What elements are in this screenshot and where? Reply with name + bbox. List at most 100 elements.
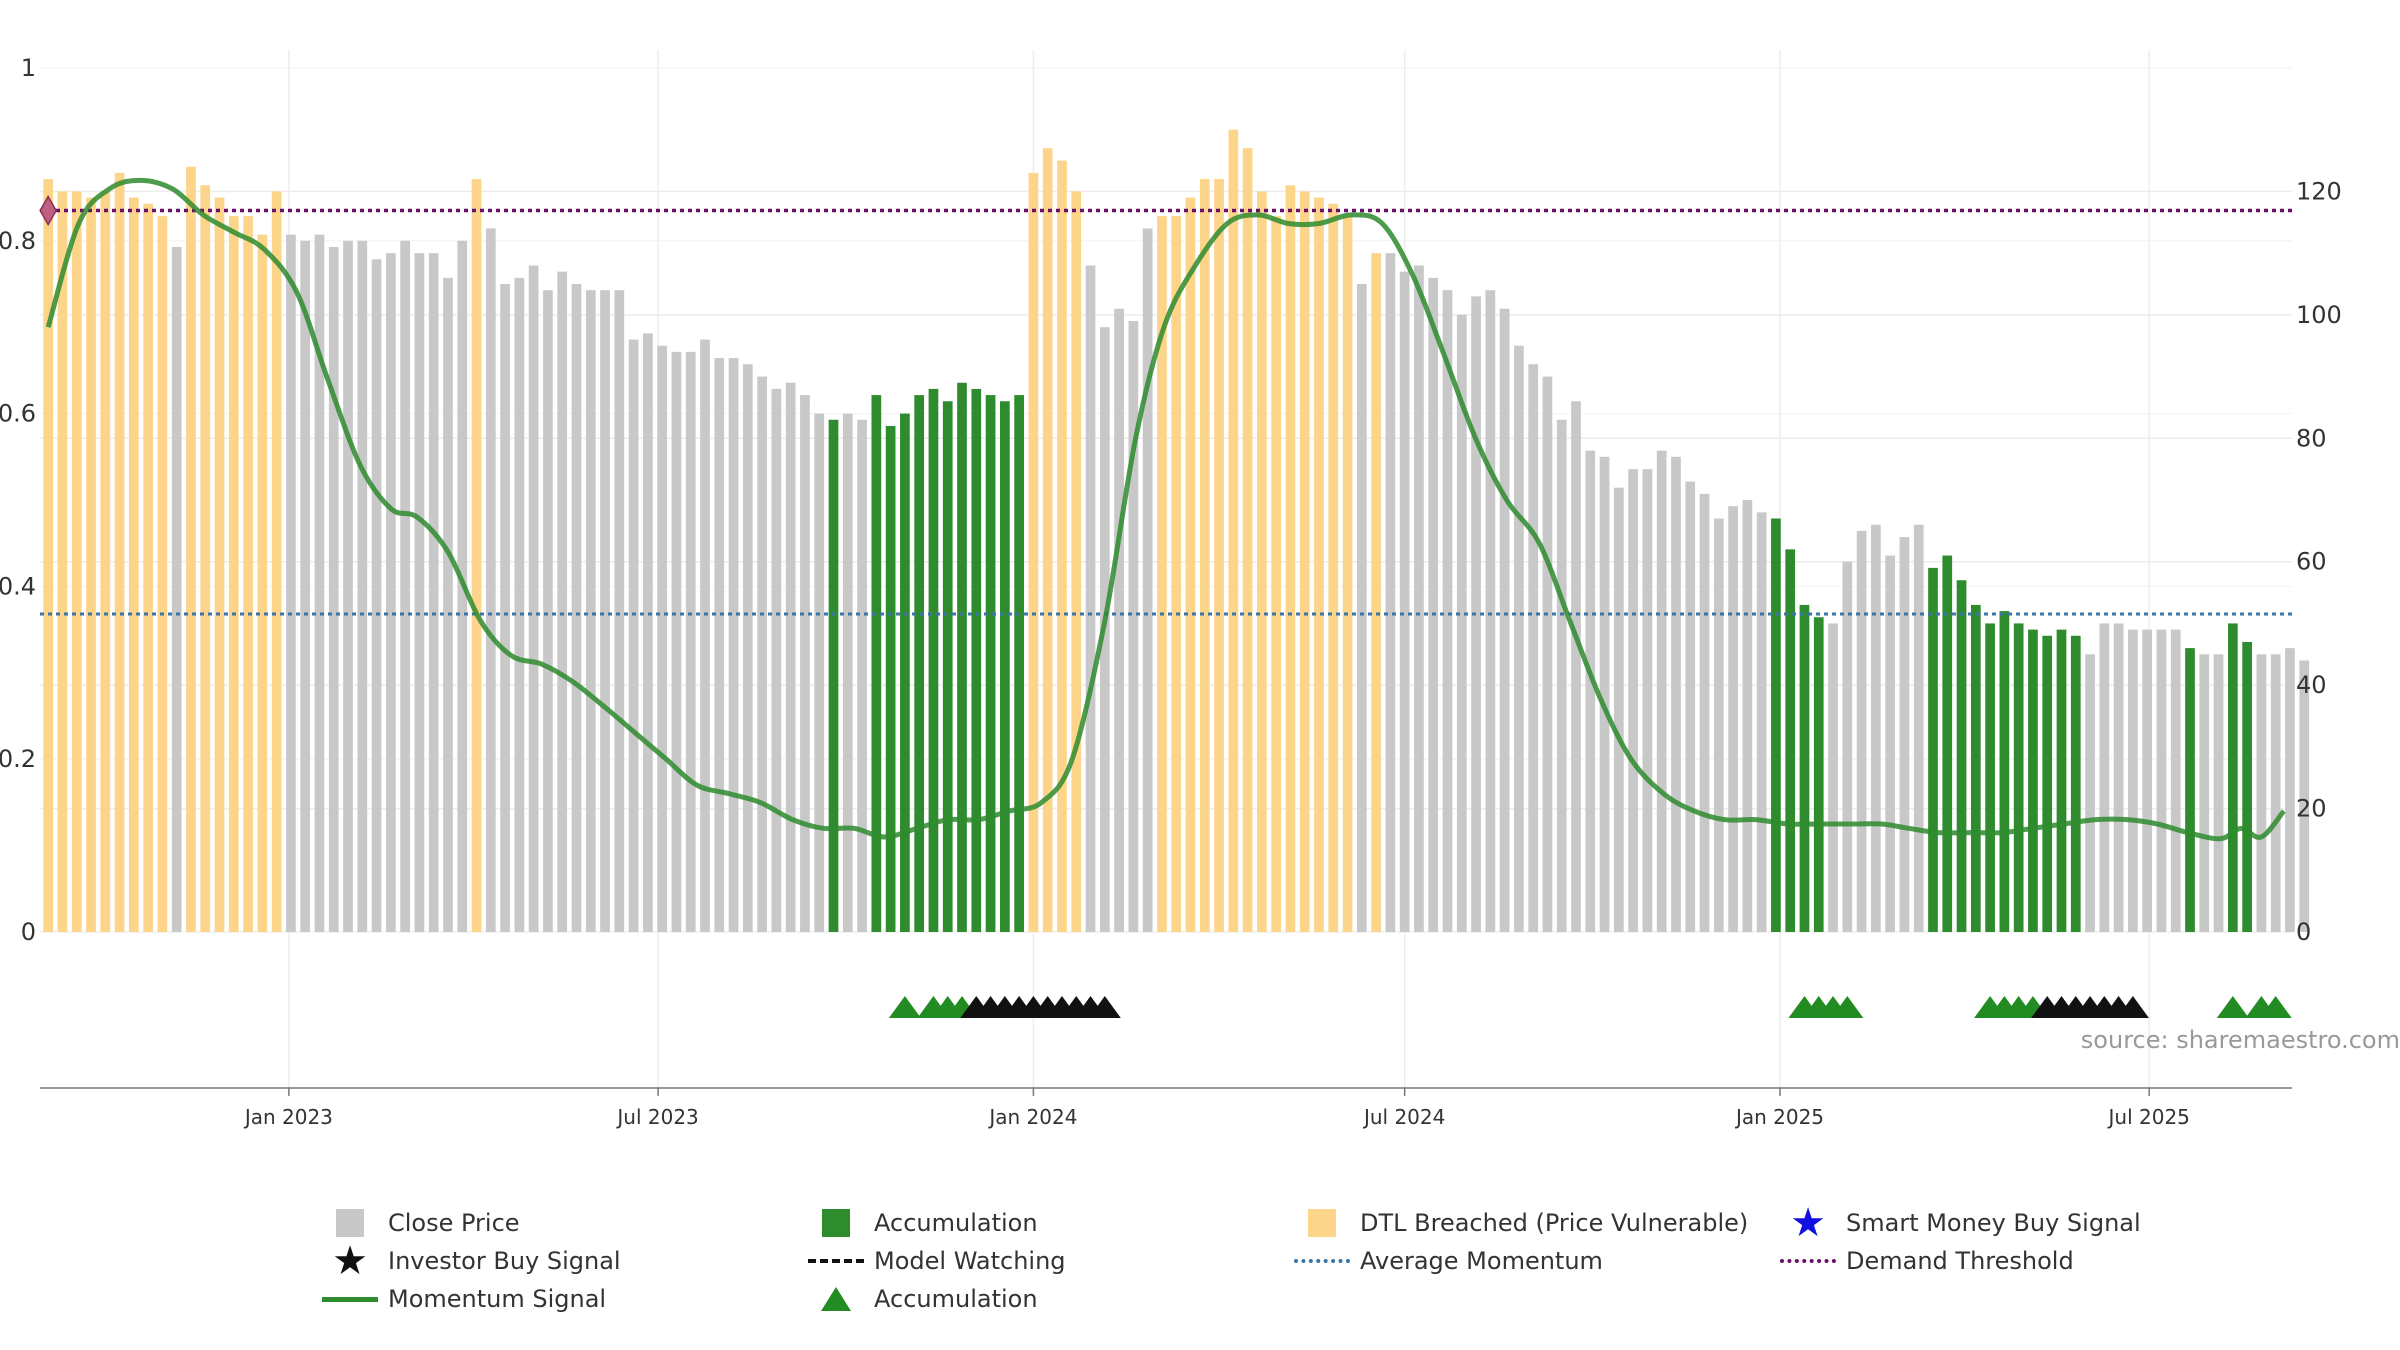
bar-close [728, 358, 739, 932]
x-tick-label: Jan 2025 [1734, 1105, 1824, 1129]
bar-acc [1999, 611, 2010, 932]
bar-dtl [128, 197, 139, 933]
bar-acc [2227, 623, 2238, 932]
legend-square-icon [822, 1209, 850, 1237]
bar-close [557, 271, 568, 933]
bar-acc [999, 401, 1010, 932]
right-tick-label: 60 [2296, 548, 2327, 576]
bar-close [2128, 629, 2138, 932]
bar-dtl [1071, 191, 1082, 932]
bar-acc [885, 425, 896, 932]
bar-dtl [57, 191, 68, 932]
legend-label: Accumulation [874, 1285, 1038, 1313]
bar-acc [971, 388, 982, 932]
bar-close [543, 290, 553, 933]
bar-close [2170, 629, 2181, 932]
bar-dtl [71, 191, 82, 932]
bar-close [1756, 512, 1767, 932]
bar-close [2085, 654, 2095, 932]
bar-close [657, 345, 668, 932]
source-credit: source: sharemaestro.com [2080, 1026, 2400, 1054]
bar-dtl [271, 191, 282, 932]
x-tick-label: Jan 2024 [987, 1105, 1077, 1129]
bar-dtl [1328, 203, 1339, 932]
bar-close [286, 234, 296, 933]
x-tick-label: Jul 2024 [1362, 1105, 1445, 1129]
price-bars [43, 129, 2310, 933]
legend-label: Investor Buy Signal [388, 1247, 621, 1275]
bar-close [2113, 623, 2124, 932]
legend-label: Accumulation [874, 1209, 1038, 1237]
bar-close [1656, 450, 1667, 932]
bar-dtl [471, 179, 482, 933]
bar-close [428, 253, 439, 933]
legend-dotted-line-icon [1294, 1259, 1350, 1263]
threshold-start-marker [39, 195, 58, 227]
bar-close [1856, 530, 1867, 932]
x-tick-label: Jan 2023 [243, 1105, 333, 1129]
left-tick-label: 0.2 [0, 745, 36, 773]
bar-close [1899, 537, 1910, 932]
legend-symbol [806, 1243, 866, 1279]
bar-dtl [1257, 191, 1267, 932]
bar-dtl [1314, 197, 1324, 933]
bar-dtl [1371, 253, 1381, 933]
bar-close [314, 234, 325, 933]
bar-acc [2242, 641, 2252, 932]
legend-symbol [1292, 1205, 1352, 1241]
bar-close [2256, 654, 2267, 932]
bar-close [414, 253, 425, 933]
bar-close [614, 290, 625, 933]
bar-close [1913, 524, 1924, 932]
star-icon: ★ [332, 1238, 368, 1284]
bar-close [1085, 265, 1096, 932]
bar-acc [1785, 549, 1796, 932]
left-tick-label: 1 [21, 54, 36, 82]
bar-close [1499, 308, 1510, 933]
bar-close [2213, 654, 2224, 932]
bar-close [1114, 308, 1124, 933]
bar-dtl [1185, 197, 1196, 933]
bar-dtl [1299, 191, 1310, 932]
bar-close [500, 284, 510, 932]
bar-close [643, 333, 653, 932]
legend-symbol [806, 1205, 866, 1241]
bar-acc [928, 388, 939, 932]
bar-close [386, 253, 396, 933]
bar-close [771, 388, 782, 932]
bar-close [1514, 345, 1524, 932]
bar-dtl [1057, 160, 1067, 933]
bar-close [1428, 277, 1439, 932]
bar-acc [2042, 635, 2053, 932]
left-tick-label: 0.4 [0, 572, 36, 600]
bar-close [1485, 290, 1496, 933]
bar-dtl [1214, 179, 1224, 933]
bar-close [300, 240, 311, 933]
bar-undefined [2285, 648, 2295, 932]
legend-item: Model Watching [806, 1243, 1066, 1279]
legend-dotted-line-icon [1780, 1259, 1836, 1263]
bar-close [1613, 487, 1624, 932]
legend-label: Demand Threshold [1846, 1247, 2074, 1275]
bar-close [1442, 290, 1453, 933]
bar-acc [942, 401, 953, 932]
bar-close [757, 376, 767, 933]
bar-close [1685, 481, 1696, 932]
bar-dtl [1028, 172, 1039, 932]
bar-dtl [257, 234, 268, 933]
triangle-icon [821, 1287, 851, 1311]
legend-symbol [1292, 1243, 1352, 1279]
bar-close [1599, 456, 1610, 932]
bar-undefined [2299, 660, 2310, 932]
watching-marker [2116, 996, 2149, 1018]
bar-dtl [1042, 148, 1053, 932]
bar-acc [957, 382, 967, 932]
bar-close [1885, 555, 1896, 932]
accumulation-marker [888, 996, 921, 1018]
bar-dtl [1228, 129, 1239, 932]
right-tick-label: 20 [2296, 795, 2327, 823]
legend-symbol [320, 1205, 380, 1241]
legend-item: DTL Breached (Price Vulnerable) [1292, 1205, 1748, 1241]
bar-close [628, 339, 639, 932]
